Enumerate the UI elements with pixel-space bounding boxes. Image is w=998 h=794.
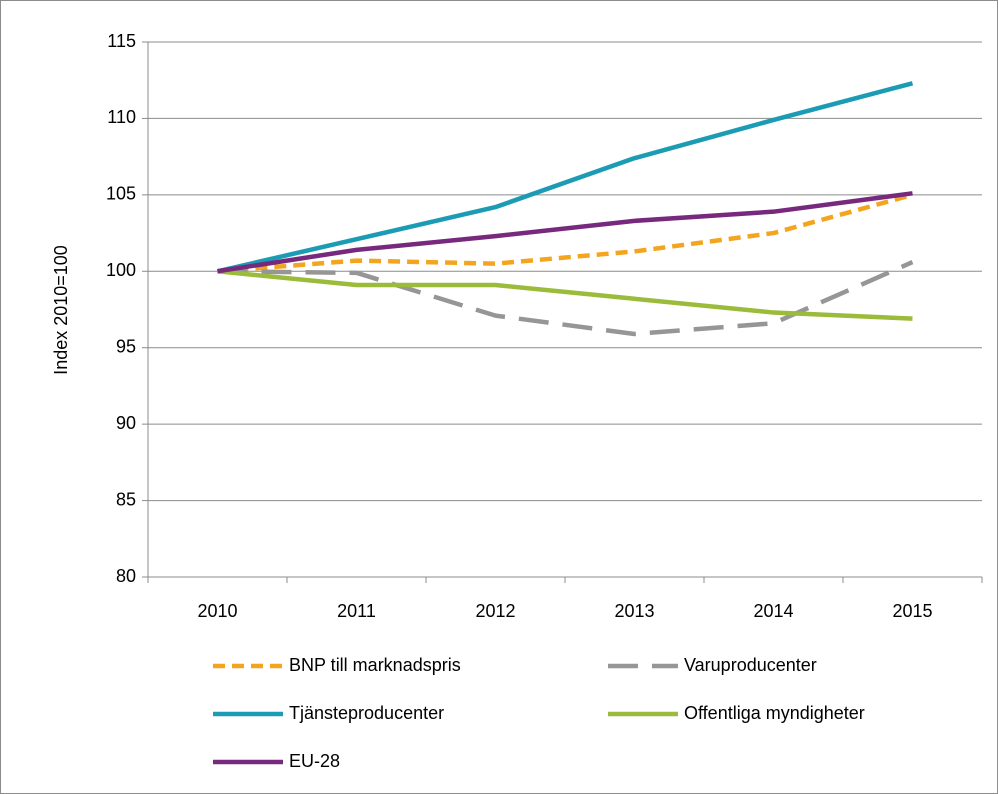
series-line: [217, 192, 914, 274]
x-tick-label: 2010: [197, 601, 237, 621]
x-tick-label: 2011: [337, 601, 376, 621]
x-tick-label: 2012: [475, 601, 515, 621]
legend-label: Tjänsteproducenter: [289, 703, 444, 723]
y-axis-label: Index 2010=100: [51, 245, 71, 375]
y-tick-label: 110: [107, 107, 136, 127]
y-tick-label: 115: [107, 31, 136, 51]
y-tick-label: 80: [116, 566, 136, 586]
y-tick-label: 95: [116, 336, 136, 356]
legend-label: EU-28: [289, 751, 340, 771]
series-line: [217, 269, 913, 321]
legend-label: Offentliga myndigheter: [684, 703, 865, 723]
x-tick-label: 2014: [753, 601, 793, 621]
series-line: [217, 191, 913, 274]
y-tick-label: 85: [116, 489, 136, 509]
x-tick-label: 2015: [892, 601, 932, 621]
series-line: [216, 81, 914, 274]
y-tick-label: 105: [106, 184, 136, 204]
x-tick-label: 2013: [614, 601, 654, 621]
y-tick-label: 100: [106, 260, 136, 280]
legend-label: Varuproducenter: [684, 655, 817, 675]
legend-label: BNP till marknadspris: [289, 655, 461, 675]
y-tick-label: 90: [116, 413, 136, 433]
